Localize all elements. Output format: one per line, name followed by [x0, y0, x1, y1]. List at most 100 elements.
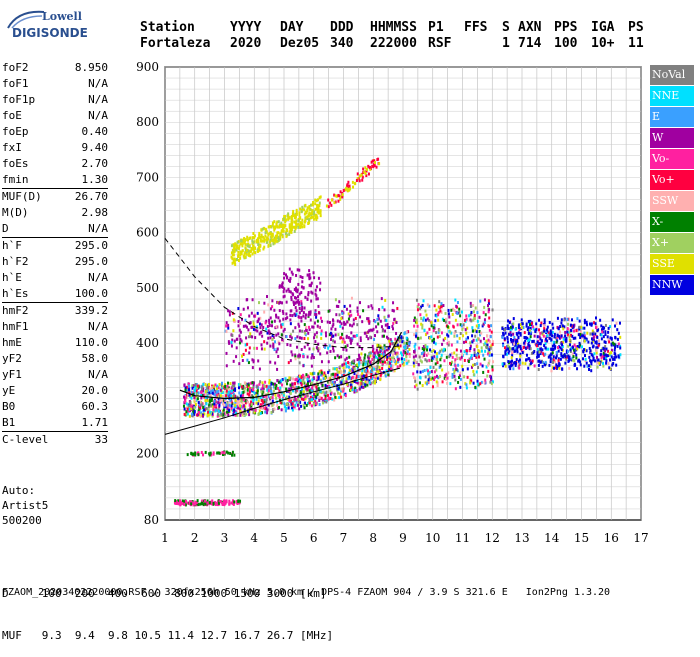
- echo-point: [295, 208, 298, 212]
- echo-point: [255, 389, 258, 393]
- echo-point: [361, 175, 364, 179]
- echo-point: [342, 389, 345, 393]
- echo-point: [562, 327, 565, 331]
- echo-point: [492, 360, 495, 364]
- echo-point: [509, 331, 512, 335]
- echo-point: [308, 269, 311, 273]
- echo-point: [329, 349, 332, 353]
- param-row: yF2 58.0: [2, 351, 108, 367]
- echo-point: [474, 306, 477, 310]
- echo-point: [307, 374, 310, 378]
- echo-point: [557, 346, 560, 350]
- echo-point: [202, 382, 205, 386]
- echo-point: [260, 343, 263, 347]
- echo-point: [267, 391, 270, 395]
- echo-point: [342, 347, 345, 351]
- echo-point: [297, 386, 300, 390]
- echo-point: [362, 171, 365, 175]
- echo-point: [549, 357, 552, 361]
- echo-point: [516, 346, 519, 350]
- echo-point: [541, 364, 544, 368]
- echo-point: [269, 336, 272, 340]
- echo-point: [521, 351, 524, 355]
- echo-point: [591, 339, 594, 343]
- echo-point: [369, 167, 372, 171]
- echo-point: [371, 366, 374, 370]
- echo-point: [416, 370, 419, 374]
- echo-point: [573, 351, 576, 355]
- echo-point: [294, 227, 297, 231]
- echo-point: [297, 222, 300, 226]
- echo-point: [304, 375, 307, 379]
- echo-point: [472, 303, 475, 307]
- echo-point: [255, 325, 258, 329]
- echo-point: [386, 361, 389, 365]
- echo-point: [299, 394, 302, 398]
- echo-point: [254, 392, 257, 396]
- echo-point: [267, 225, 270, 229]
- echo-point: [318, 403, 321, 407]
- echo-point: [571, 325, 574, 329]
- echo-point: [570, 328, 573, 332]
- echo-point: [373, 351, 376, 355]
- echo-point: [222, 413, 225, 417]
- echo-point: [297, 282, 300, 286]
- echo-point: [182, 404, 185, 408]
- echo-point: [491, 368, 494, 372]
- echo-point: [190, 502, 193, 506]
- echo-point: [514, 340, 517, 344]
- echo-point: [248, 393, 251, 397]
- echo-point: [317, 211, 320, 215]
- echo-point: [310, 211, 313, 215]
- echo-point: [269, 244, 272, 248]
- echo-point: [508, 365, 511, 369]
- echo-point: [356, 363, 359, 367]
- echo-point: [298, 301, 301, 305]
- echo-point: [449, 382, 452, 386]
- echo-point: [253, 314, 256, 318]
- param-key: foEp: [2, 125, 29, 138]
- param-value: 33: [94, 433, 108, 446]
- echo-point: [451, 360, 454, 364]
- echo-point: [276, 234, 279, 238]
- echo-point: [431, 356, 434, 360]
- echo-point: [564, 361, 567, 365]
- echo-point: [281, 322, 284, 326]
- echo-point: [239, 341, 242, 345]
- echo-point: [340, 389, 343, 393]
- echo-point: [315, 315, 318, 319]
- param-value: 339.2: [74, 304, 108, 317]
- echo-point: [529, 347, 532, 351]
- echo-point: [337, 193, 340, 197]
- echo-point: [341, 332, 344, 336]
- echo-point: [291, 406, 294, 410]
- param-value: 100.0: [74, 287, 108, 300]
- echo-point: [538, 350, 541, 354]
- echo-point: [225, 403, 228, 407]
- echo-point: [367, 317, 370, 321]
- echo-point: [465, 337, 468, 341]
- echo-point: [574, 363, 577, 367]
- echo-point: [450, 331, 453, 335]
- echo-point: [327, 309, 330, 313]
- echo-point: [174, 499, 177, 503]
- echo-point: [294, 215, 297, 219]
- echo-point: [368, 381, 371, 385]
- echo-point: [405, 359, 408, 363]
- echo-point: [215, 387, 218, 391]
- echo-point: [276, 236, 279, 240]
- echo-point: [357, 383, 360, 387]
- echo-point: [250, 311, 253, 315]
- echo-point: [491, 340, 494, 344]
- echo-point: [551, 347, 554, 351]
- echo-point: [257, 396, 260, 400]
- echo-point: [305, 211, 308, 215]
- echo-point: [194, 386, 197, 390]
- echo-point: [348, 375, 351, 379]
- param-separator: [2, 237, 108, 238]
- echo-point: [462, 326, 465, 330]
- echo-point: [356, 172, 359, 176]
- header-label-2: DAY: [280, 20, 304, 35]
- echo-point: [262, 386, 265, 390]
- echo-point: [344, 365, 347, 369]
